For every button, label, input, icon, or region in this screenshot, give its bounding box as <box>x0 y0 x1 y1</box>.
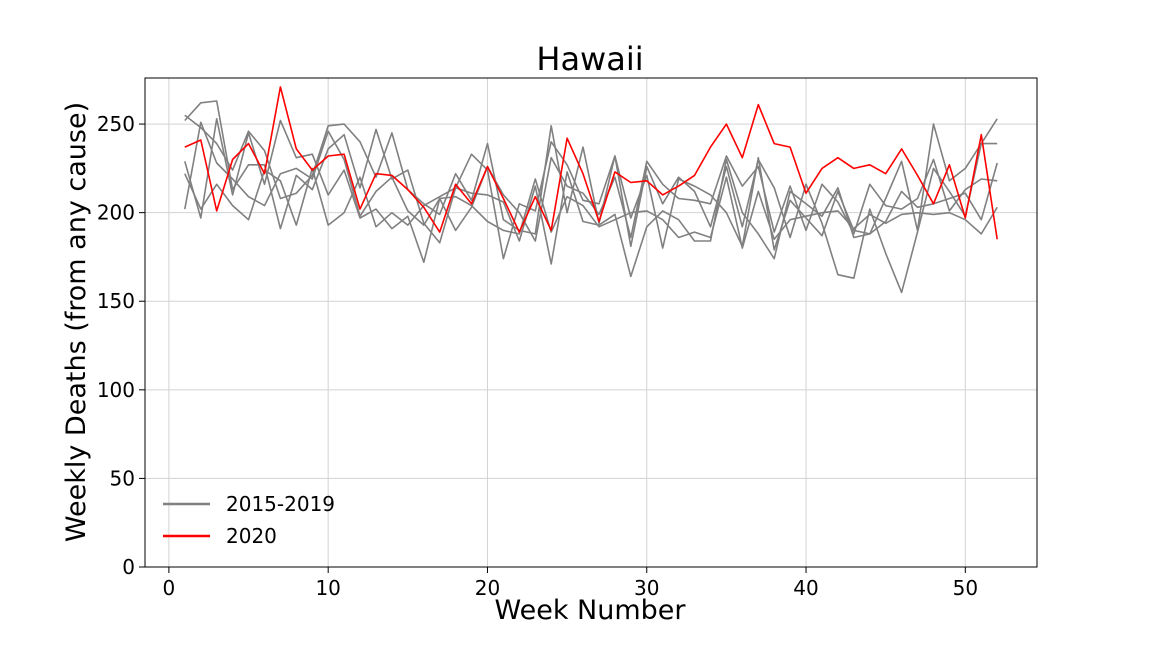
y-tick-label: 100 <box>97 378 135 402</box>
series-line-2015-2019 <box>184 118 998 264</box>
y-tick-label: 0 <box>122 555 135 579</box>
series-line-2015-2019 <box>184 158 998 278</box>
y-axis-label: Weekly Deaths (from any cause) <box>61 102 92 542</box>
y-tick-label: 250 <box>97 112 135 136</box>
axis-ticks: 0 10 20 30 40 50 0 50 100 150 200 250 <box>97 112 978 600</box>
y-tick-label: 150 <box>97 289 135 313</box>
series-line-2015-2019 <box>184 121 998 249</box>
x-tick-label: 50 <box>953 576 978 600</box>
y-tick-label: 200 <box>97 201 135 225</box>
x-tick-label: 30 <box>634 576 659 600</box>
x-tick-label: 20 <box>475 576 500 600</box>
chart-title: Hawaii <box>536 40 643 78</box>
x-tick-label: 40 <box>793 576 818 600</box>
x-tick-label: 10 <box>315 576 340 600</box>
legend: 2015-2019 2020 <box>163 492 335 548</box>
plot-area-frame <box>144 77 1038 568</box>
series-line-2020 <box>184 86 998 240</box>
y-tick-label: 50 <box>110 466 135 490</box>
x-tick-label: 0 <box>163 576 176 600</box>
x-axis-label: Week Number <box>494 595 686 626</box>
series-lines <box>184 86 998 294</box>
legend-label: 2015-2019 <box>226 492 335 516</box>
series-line-2015-2019 <box>184 100 998 294</box>
legend-label: 2020 <box>226 524 277 548</box>
series-line-2015-2019 <box>184 114 998 251</box>
